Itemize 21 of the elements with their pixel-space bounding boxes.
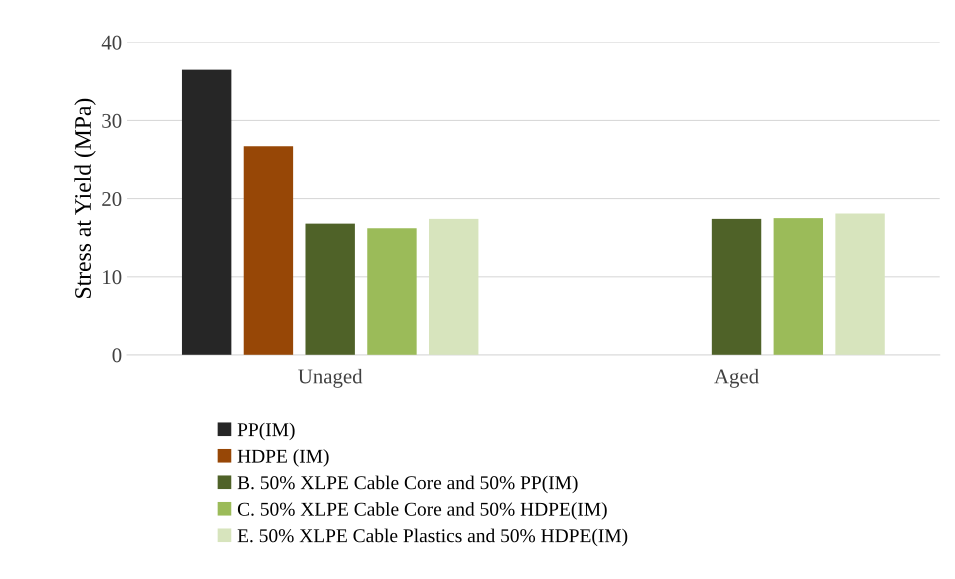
bar	[367, 228, 417, 355]
y-tick-label: 0	[112, 348, 122, 362]
y-tick-label: 10	[103, 270, 122, 284]
y-tick-label: 30	[102, 114, 122, 128]
legend-label: HDPE (IM)	[238, 449, 329, 467]
bar	[429, 218, 478, 355]
y-axis-title: Stress at Yield (MPa)	[74, 98, 96, 298]
bar	[305, 224, 355, 355]
legend-label: C. 50% XLPE Cable Core and 50% HDPE(IM)	[238, 502, 607, 520]
legend-label: PP(IM)	[238, 422, 295, 440]
y-tick-label: 40	[102, 36, 122, 50]
bar	[774, 218, 824, 355]
x-tick-label: Unaged	[298, 368, 362, 388]
bar	[712, 218, 762, 355]
bar	[244, 146, 294, 355]
x-tick-label: Aged	[714, 368, 759, 388]
bar	[182, 70, 232, 355]
legend-label: B. 50% XLPE Cable Core and 50% PP(IM)	[238, 476, 578, 494]
bar	[835, 213, 885, 355]
legend-label: E. 50% XLPE Cable Plastics and 50% HDPE(IM)	[238, 528, 628, 546]
y-tick-label: 20	[102, 192, 122, 206]
